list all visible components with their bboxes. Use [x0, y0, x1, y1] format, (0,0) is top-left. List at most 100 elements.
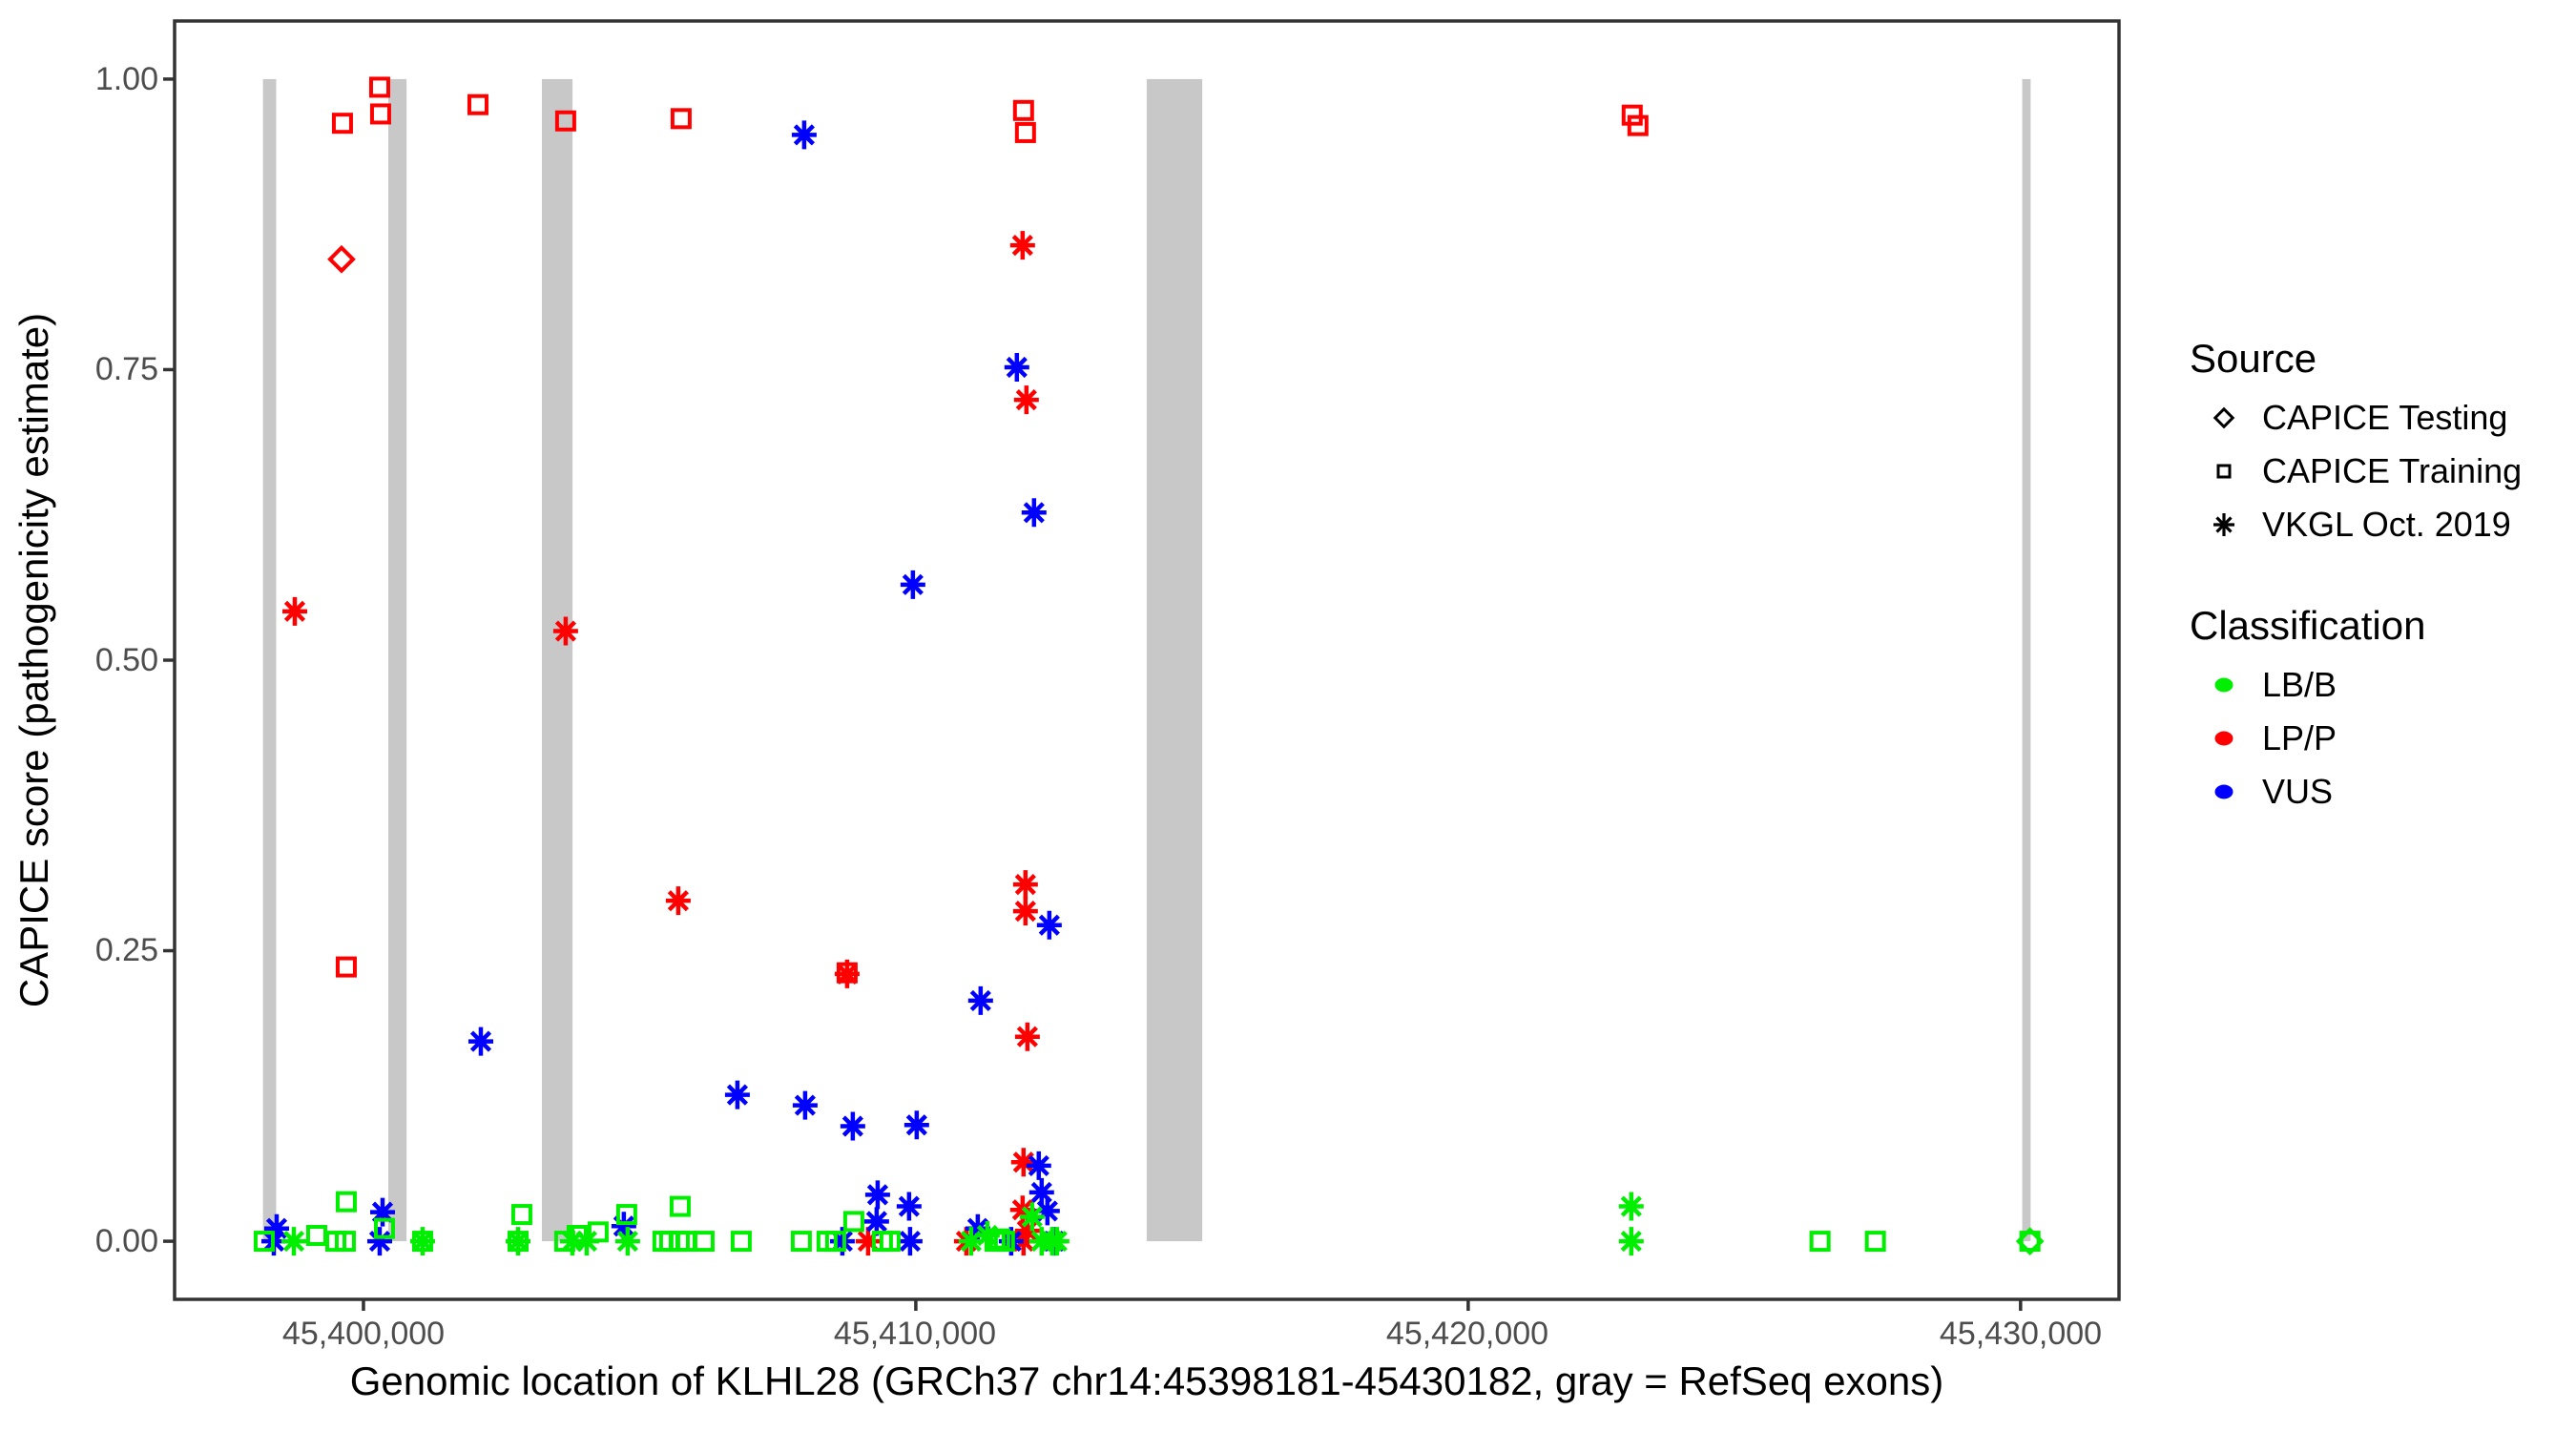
data-point-square [554, 110, 576, 132]
exon-bar [387, 78, 407, 1242]
data-point-square [879, 1231, 901, 1253]
lbb-dot-icon [2190, 664, 2258, 706]
data-point-asterisk [366, 1227, 392, 1256]
data-point-asterisk [958, 1227, 984, 1256]
data-point-square [305, 1225, 327, 1246]
data-point-square [587, 1221, 609, 1243]
y-axis-tick-label: 0.50 [94, 642, 158, 678]
data-point-asterisk [1044, 1227, 1070, 1256]
data-point-asterisk [791, 120, 817, 150]
data-point-square [842, 1211, 864, 1233]
x-axis-tick-label: 45,400,000 [281, 1316, 446, 1352]
data-point-asterisk [864, 1180, 890, 1210]
data-point-square [253, 1231, 275, 1253]
data-point-asterisk [1618, 1227, 1644, 1256]
legend-item-label: CAPICE Testing [2262, 398, 2508, 437]
legend-item-lpp: LP/P [2190, 712, 2571, 765]
data-point-asterisk [1012, 870, 1038, 900]
vus-dot-icon [2190, 771, 2258, 813]
data-point-asterisk [1004, 353, 1029, 383]
data-point-asterisk [369, 1197, 395, 1227]
data-point-square [669, 1195, 691, 1217]
data-point-asterisk [263, 1213, 289, 1243]
data-point-square [1014, 121, 1036, 143]
data-point-square [369, 103, 391, 125]
data-point-square [1864, 1231, 1886, 1253]
data-point-square [993, 1231, 1015, 1253]
legend-item-label: VUS [2262, 772, 2334, 811]
data-point-asterisk [897, 1227, 923, 1256]
legend-item-label: CAPICE Training [2262, 451, 2523, 490]
data-point-asterisk [1021, 498, 1047, 528]
legend-item-lbb: LB/B [2190, 658, 2571, 712]
legend-group-source: Source CAPICE Testing CAPICE Training VK… [2190, 336, 2571, 551]
legend-source-title: Source [2190, 336, 2317, 381]
data-point-square [824, 1231, 846, 1253]
y-axis-tick-label: 0.75 [94, 351, 158, 387]
data-point-diamond [2015, 1227, 2045, 1255]
data-point-asterisk [280, 1227, 306, 1256]
y-axis-tick-label: 0.25 [94, 932, 158, 968]
legend-item-capice-training: CAPICE Training [2190, 445, 2571, 498]
legend: Source CAPICE Testing CAPICE Training VK… [2190, 336, 2571, 819]
data-point-square [335, 1191, 357, 1213]
y-axis-tick-label: 1.00 [94, 61, 158, 97]
data-point-asterisk [409, 1227, 435, 1256]
data-point-asterisk [1009, 231, 1035, 260]
legend-item-label: VKGL Oct. 2019 [2262, 505, 2511, 544]
data-point-square [334, 1231, 356, 1253]
data-point-asterisk [467, 1027, 493, 1056]
data-point-square [467, 93, 488, 115]
data-point-square [730, 1231, 752, 1253]
data-point-asterisk [1034, 1196, 1060, 1226]
data-point-square [670, 108, 692, 130]
data-point-square [368, 76, 390, 98]
legend-spacer [2190, 551, 2571, 603]
data-point-asterisk [1014, 1022, 1040, 1051]
y-axis-title: CAPICE score (pathogenicity estimate) [11, 312, 56, 1008]
data-point-asterisk [1618, 1192, 1644, 1221]
data-point-asterisk [904, 1110, 929, 1140]
data-point-asterisk [863, 1207, 889, 1236]
data-point-asterisk [1019, 1202, 1045, 1232]
legend-group-classification: Classification LB/B LP/P VUS [2190, 603, 2571, 819]
data-point-asterisk [834, 959, 860, 988]
legend-item-label: LB/B [2262, 665, 2337, 704]
exon-bar [2022, 78, 2031, 1242]
data-point-square [566, 1225, 588, 1246]
x-axis-tick-label: 45,430,000 [1939, 1316, 2103, 1352]
data-point-asterisk [614, 1227, 640, 1256]
data-point-asterisk [1014, 1216, 1040, 1246]
legend-item-label: LP/P [2262, 718, 2337, 757]
diamond-icon [2190, 397, 2258, 439]
data-point-asterisk [896, 1192, 922, 1221]
legend-classification-title: Classification [2190, 603, 2426, 648]
data-point-square [411, 1231, 433, 1253]
data-point-asterisk [967, 985, 993, 1015]
data-point-square [507, 1231, 529, 1253]
data-point-square [693, 1231, 715, 1253]
data-point-asterisk [665, 886, 691, 916]
data-point-square [988, 1228, 1010, 1250]
data-point-asterisk [855, 1227, 881, 1256]
data-point-square [615, 1204, 637, 1226]
x-axis-title: Genomic location of KLHL28 (GRCh37 chr14… [349, 1358, 1944, 1403]
y-axis-tick-label: 0.00 [94, 1223, 158, 1259]
x-axis-tick-label: 45,420,000 [1385, 1316, 1549, 1352]
data-point-asterisk [1013, 385, 1039, 415]
exon-bar [1146, 78, 1203, 1242]
data-point-asterisk [1028, 1177, 1054, 1207]
asterisk-icon [2190, 504, 2258, 546]
data-point-asterisk [900, 570, 925, 599]
exon-bar [262, 78, 277, 1242]
lpp-dot-icon [2190, 717, 2258, 759]
data-point-asterisk [505, 1227, 530, 1256]
data-point-asterisk [611, 1212, 636, 1241]
legend-item-capice-testing: CAPICE Testing [2190, 391, 2571, 445]
legend-item-vkgl: VKGL Oct. 2019 [2190, 498, 2571, 551]
data-point-square [373, 1217, 395, 1239]
data-point-asterisk [1026, 1151, 1051, 1180]
data-point-square [510, 1204, 532, 1226]
